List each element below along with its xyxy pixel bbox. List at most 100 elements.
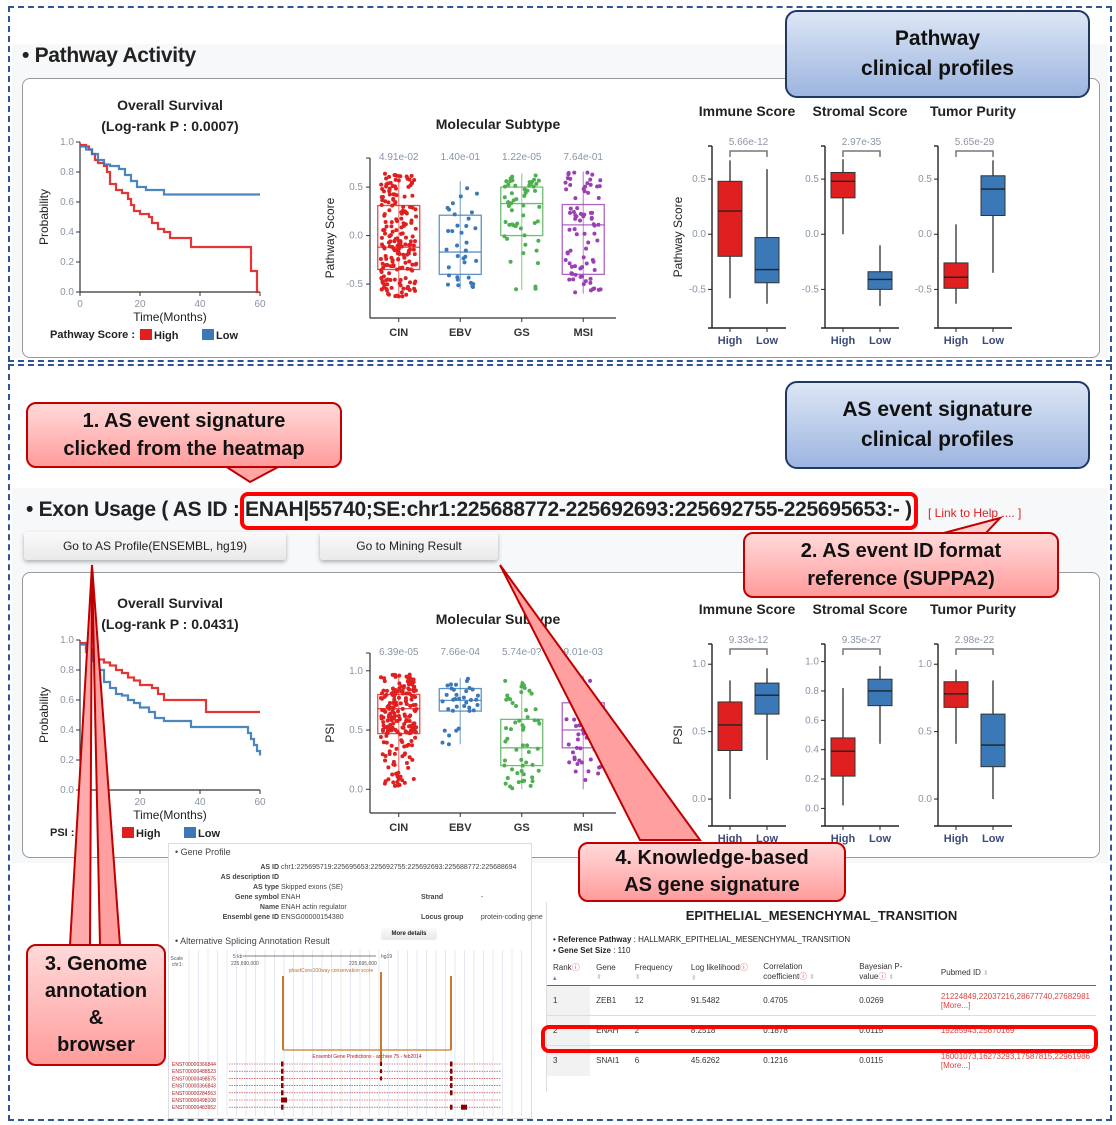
clin-sig-bracket	[842, 150, 881, 157]
subtype-point-msi	[574, 745, 579, 750]
pubmed-links[interactable]: 19285943,25670169	[940, 1026, 1015, 1035]
subtype-point-cin	[389, 285, 394, 290]
info-icon[interactable]: ⓘ	[571, 963, 580, 972]
pathway-subtype-chart: Molecular Subtype -0.5 0.0 0.5 Pathway Score…	[323, 116, 616, 339]
column-header-log-likelihood[interactable]: Log likelihoodⓘ ⬍	[684, 959, 758, 986]
subtype-point-cin	[391, 701, 396, 706]
subtype-point-msi	[588, 276, 593, 281]
subtype-point-cin	[380, 752, 385, 757]
exon-km-chart: Overall Survival (Log-rank P : 0.0431) 0.0…	[37, 595, 266, 840]
subtype-point-gs	[521, 251, 526, 256]
subtype-point-msi	[591, 737, 596, 742]
exon-usage-suffix: )	[899, 498, 912, 521]
cell-pubmed[interactable]: 19285943,25670169	[934, 1015, 1096, 1046]
exon-clinical-chart: Immune Score 0.0 0.5 1.0 9.33e-12 High Low Stro…	[671, 601, 1016, 845]
subtype-point-msi	[598, 287, 603, 292]
subtype-point-msi	[573, 703, 578, 708]
column-header-bayesian-p-value[interactable]: Bayesian P-valueⓘ ⬍	[853, 959, 935, 986]
subtype-point-msi	[573, 272, 578, 277]
subtype-point-cin	[397, 281, 402, 286]
clin-box-low	[754, 237, 780, 284]
subtype-point-ebv	[452, 212, 457, 217]
more-link[interactable]: [More...]	[940, 1000, 971, 1010]
subtype-y-tick-label: 0.0	[349, 231, 363, 242]
sort-ascending-icon[interactable]: ▴	[553, 975, 557, 982]
clin-title-2: Tumor Purity	[930, 601, 1016, 617]
subtype-point-cin	[409, 220, 414, 225]
subtype-point-gs	[526, 749, 531, 754]
clin-box-high	[943, 262, 969, 289]
info-icon[interactable]: ⓘ	[878, 972, 887, 981]
subtype-point-cin	[409, 697, 414, 702]
link-to-help[interactable]: [ Link to Help .... ]	[928, 506, 1022, 520]
subtype-point-cin	[387, 234, 392, 239]
sort-icon[interactable]: ⬍	[596, 974, 603, 981]
subtype-point-ebv	[474, 697, 479, 702]
more-details-button[interactable]: More details	[381, 928, 437, 940]
subtype-point-ebv	[458, 194, 463, 199]
subtype-point-ebv	[450, 201, 455, 206]
subtype-point-cin	[383, 709, 388, 714]
cell-pubmed[interactable]: 21224849,22037216,28677740,27682981 [More…	[934, 985, 1096, 1016]
gene-profile-key: AS ID	[260, 864, 279, 871]
go-to-mining-result-button[interactable]: Go to Mining Result	[320, 532, 498, 560]
subtype-point-cin	[393, 691, 398, 696]
go-to-as-profile-button[interactable]: Go to AS Profile(ENSEMBL, hg19)	[24, 532, 286, 560]
info-icon[interactable]: ⓘ	[799, 972, 808, 981]
subtype-point-gs	[528, 181, 533, 186]
column-header-frequency[interactable]: Frequency ⬍	[628, 959, 685, 986]
subtype-point-ebv	[475, 693, 480, 698]
column-header-pubmed-id[interactable]: Pubmed ID ⬍	[934, 959, 1096, 986]
subtype-point-msi	[591, 259, 596, 264]
subtype-point-cin	[407, 280, 412, 285]
sort-icon[interactable]: ⬍	[807, 974, 815, 981]
subtype-point-ebv	[450, 229, 455, 234]
column-header-gene[interactable]: Gene ⬍	[590, 959, 629, 986]
info-icon[interactable]: ⓘ	[739, 963, 748, 972]
sort-icon[interactable]: ⬍	[690, 975, 697, 982]
km-legend-label: PSI :	[50, 827, 74, 839]
subtype-point-msi	[582, 704, 587, 709]
subtype-point-ebv	[445, 683, 450, 688]
subtype-point-cin	[409, 743, 414, 748]
table-row[interactable]: 2 ENAH 2 8.2518 0.1878 0.0115 19285943,2567016…	[547, 1015, 1096, 1046]
transcript-label: ENST00000366844	[172, 1062, 216, 1068]
clin-x-label-low: Low	[869, 335, 891, 347]
table-row[interactable]: 1 ZEB1 12 91.5482 0.4705 0.0269 21224849,22037…	[547, 985, 1096, 1016]
subtype-box-ebv	[438, 214, 482, 276]
subtype-point-cin	[393, 172, 398, 177]
subtype-point-gs	[514, 747, 519, 752]
as-id-value[interactable]: ENAH|55740;SE:chr1:225688772-225692693:2…	[245, 498, 900, 521]
km-legend-label: Pathway Score :	[50, 329, 135, 341]
subtype-point-cin	[396, 709, 401, 714]
subtype-point-cin	[407, 755, 412, 760]
gene-profile-row: Gene symbol ENAH Strand -	[159, 893, 531, 903]
sort-icon[interactable]: ⬍	[886, 974, 895, 981]
subtype-y-tick-label: 0.5	[349, 725, 363, 736]
subtype-point-msi	[584, 719, 589, 724]
more-link[interactable]: [More...]	[940, 1060, 971, 1070]
pubmed-links[interactable]: 21224849,22037216,28677740,27682981	[940, 991, 1090, 1001]
pathway-km-chart: Overall Survival (Log-rank P : 0.0007) 0.0…	[37, 97, 266, 342]
subtype-point-gs	[502, 763, 507, 768]
subtype-point-msi	[568, 206, 573, 211]
subtype-point-gs	[535, 261, 540, 266]
subtype-point-gs	[519, 757, 524, 762]
sort-icon[interactable]: ⬍	[634, 974, 641, 981]
conservation-baseline	[283, 972, 451, 1051]
subtype-point-msi	[584, 687, 589, 692]
subtype-point-cin	[404, 211, 409, 216]
ems-table-panel: EPITHELIAL_MESENCHYMAL_TRANSITION • Refe…	[546, 902, 1096, 1092]
subtype-point-cin	[385, 727, 390, 732]
transcript-label: ENST00000488523	[172, 1069, 216, 1075]
subtype-point-msi	[596, 771, 601, 776]
subtype-point-cin	[407, 719, 412, 724]
pubmed-links[interactable]: 16001073,16273293,17587815,22961986	[940, 1051, 1090, 1061]
column-header-correlation-coefficient[interactable]: Correlation coefficientⓘ ⬍	[757, 959, 854, 986]
subtype-point-gs	[513, 720, 518, 725]
ems-table-title: EPITHELIAL_MESENCHYMAL_TRANSITION	[685, 908, 958, 923]
subtype-point-gs	[508, 697, 513, 702]
column-header-rank[interactable]: Rankⓘ ▴	[547, 959, 591, 986]
sort-icon[interactable]: ⬍	[980, 969, 989, 977]
subtype-point-gs	[502, 184, 507, 189]
